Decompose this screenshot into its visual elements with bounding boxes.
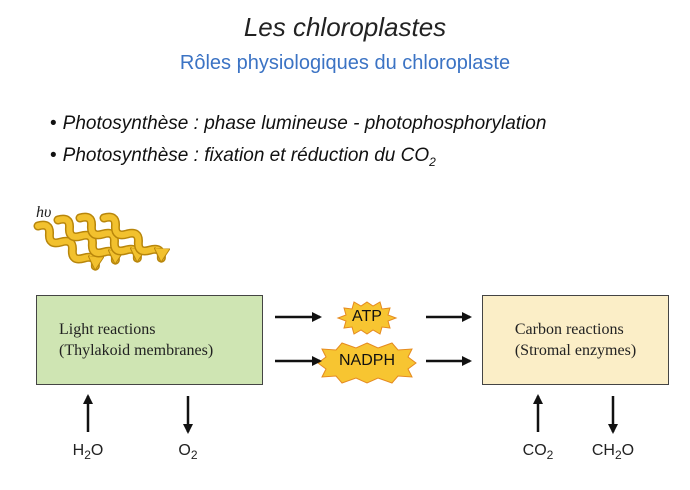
nadph-label: NADPH [338,352,395,369]
light-reactions-location: (Thylakoid membranes) [59,342,214,359]
light-reactions-box: Light reactions (Thylakoid membranes) [36,295,263,385]
nadph-burst [317,342,417,384]
o2-label: O2 [178,442,198,463]
bullet-text: Photosynthèse : fixation et réduction du… [62,145,430,166]
bullet-subscript: 2 [429,154,436,169]
bullet-text: Photosynthèse : phase lumineuse - photop… [62,113,547,134]
atp-burst [336,301,398,335]
page-subtitle: Rôles physiologiques du chloroplaste [179,52,511,74]
h2o-label: H2O [72,442,104,463]
co2-label: CO2 [522,442,554,463]
page-title: Les chloroplastes [243,12,447,42]
bullet-item: • Photosynthèse : phase lumineuse - photo… [50,108,546,140]
bullet-dot: • [50,145,57,166]
light-waves [33,212,164,270]
light-reactions-label: Light reactions [59,321,156,338]
bullet-item: • Photosynthèse : fixation et réduction d… [50,140,546,172]
bullet-list: • Photosynthèse : phase lumineuse - photo… [50,108,546,172]
ch2o-label: CH2O [591,442,635,463]
atp-label: ATP [352,308,382,325]
bullet-dot: • [50,113,57,134]
light-energy-symbol: hυ [36,204,52,221]
carbon-reactions-location: (Stromal enzymes) [514,342,637,359]
carbon-reactions-box: Carbon reactions (Stromal enzymes) [482,295,669,385]
carbon-reactions-label: Carbon reactions [514,321,624,338]
